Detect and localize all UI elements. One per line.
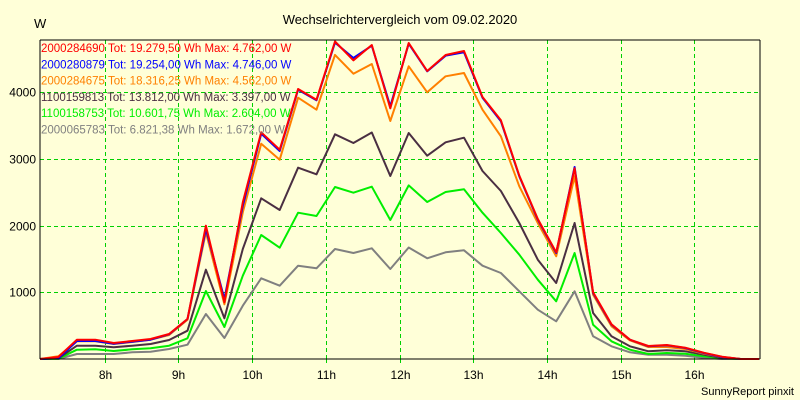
y-tick-label: 3000 [9,153,36,167]
x-tick-label: 12h [390,368,410,382]
x-tick-label: 14h [537,368,557,382]
legend-entry-2000284690: 2000284690 Tot: 19.279,50 Wh Max: 4.762,… [41,43,292,55]
axis-ticks: 8h 9h 10h 11h 12h 13h 14h 15h 16h 1000 2000 3000 400… [9,86,704,383]
footer-credit: SunnyReport pinxit [701,386,794,398]
y-axis-unit-label: W [34,16,47,31]
x-tick-label: 15h [611,368,631,382]
legend: 2000284690 Tot: 19.279,50 Wh Max: 4.762,… [41,43,292,137]
x-tick-label: 8h [99,368,112,382]
x-tick-label: 16h [684,368,704,382]
series-lines [39,40,759,360]
x-tick-label: 9h [172,368,185,382]
x-tick-label: 11h [317,368,336,382]
series-line-2000284690 [39,40,759,360]
y-tick-label: 2000 [9,220,36,234]
x-tick-label: 10h [242,368,262,382]
legend-entry-1100159813: 1100159813 Tot: 13.812,00 Wh Max: 3.397,… [41,92,291,104]
y-tick-label: 4000 [9,86,36,100]
y-tick-label: 1000 [9,286,36,300]
series-line-2000065783 [40,246,759,360]
legend-entry-2000065783: 2000065783 Tot: 6.821,38 Wh Max: 1.672,0… [41,125,285,137]
series-line-1100158753 [39,184,759,360]
chart-title: Wechselrichtervergleich vom 09.02.2020 [283,12,518,27]
legend-entry-1100158753: 1100158753 Tot: 10.601,75 Wh Max: 2.604,… [41,108,291,120]
series-line-1100159813 [39,131,759,360]
legend-entry-2000280879: 2000280879 Tot: 19.254,00 Wh Max: 4.746,… [41,59,292,71]
x-tick-label: 13h [463,368,483,382]
legend-entry-2000284675: 2000284675 Tot: 18.316,25 Wh Max: 4.562,… [41,76,292,88]
